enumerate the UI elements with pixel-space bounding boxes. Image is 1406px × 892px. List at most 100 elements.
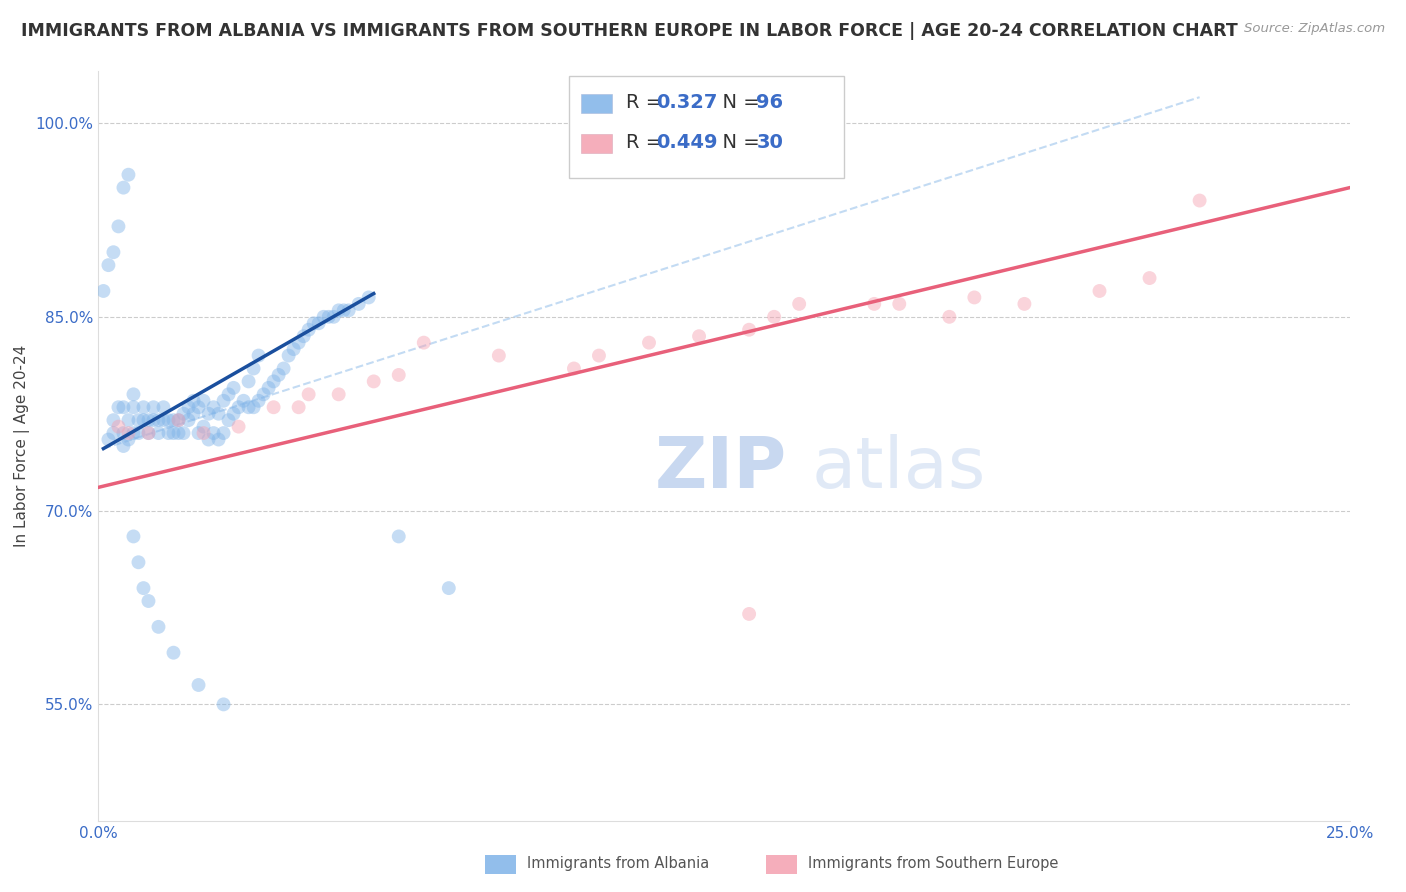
Point — [388, 368, 411, 382]
Point — [162, 413, 184, 427]
Text: N =: N = — [710, 93, 766, 112]
Point — [117, 433, 139, 447]
Point — [127, 555, 149, 569]
Text: Immigrants from Albania: Immigrants from Albania — [527, 856, 710, 871]
Point — [308, 316, 330, 330]
Point — [107, 401, 129, 415]
Point — [638, 335, 661, 350]
Text: N =: N = — [710, 133, 766, 153]
Point — [1088, 284, 1111, 298]
Point — [132, 401, 155, 415]
Point — [117, 426, 139, 441]
Point — [193, 393, 215, 408]
Point — [103, 245, 125, 260]
Point — [302, 316, 325, 330]
Point — [157, 426, 180, 441]
Point — [257, 381, 280, 395]
Text: atlas: atlas — [811, 434, 986, 503]
Point — [103, 413, 125, 427]
Point — [112, 439, 135, 453]
Point — [148, 413, 170, 427]
Point — [132, 581, 155, 595]
Point — [97, 433, 120, 447]
Point — [162, 646, 184, 660]
Point — [363, 375, 385, 389]
Point — [263, 401, 285, 415]
Point — [228, 419, 250, 434]
Point — [218, 413, 240, 427]
Point — [117, 168, 139, 182]
Point — [347, 297, 370, 311]
Point — [122, 387, 145, 401]
Point — [283, 342, 305, 356]
Point — [117, 413, 139, 427]
Point — [322, 310, 344, 324]
Point — [112, 401, 135, 415]
Point — [177, 413, 200, 427]
Point — [103, 426, 125, 441]
Point — [167, 413, 190, 427]
Point — [222, 381, 245, 395]
Point — [1014, 297, 1036, 311]
Point — [152, 401, 174, 415]
Text: ZIP: ZIP — [654, 434, 787, 503]
Point — [183, 393, 205, 408]
Point — [588, 349, 610, 363]
Point — [337, 303, 360, 318]
Point — [97, 258, 120, 272]
Point — [207, 433, 229, 447]
Point — [787, 297, 810, 311]
Point — [187, 678, 209, 692]
Point — [222, 407, 245, 421]
Point — [142, 413, 165, 427]
Point — [562, 361, 585, 376]
Point — [318, 310, 340, 324]
Point — [112, 180, 135, 194]
Point — [148, 620, 170, 634]
Point — [138, 426, 160, 441]
Point — [889, 297, 911, 311]
Point — [292, 329, 315, 343]
Point — [107, 219, 129, 234]
Point — [273, 361, 295, 376]
Point — [332, 303, 354, 318]
Point — [202, 401, 225, 415]
Point — [738, 323, 761, 337]
Point — [107, 419, 129, 434]
Text: R =: R = — [626, 133, 668, 153]
Point — [228, 401, 250, 415]
Point — [138, 413, 160, 427]
Point — [277, 349, 299, 363]
Point — [142, 401, 165, 415]
Text: IMMIGRANTS FROM ALBANIA VS IMMIGRANTS FROM SOUTHERN EUROPE IN LABOR FORCE | AGE : IMMIGRANTS FROM ALBANIA VS IMMIGRANTS FR… — [21, 22, 1237, 40]
Point — [93, 284, 115, 298]
Text: 30: 30 — [756, 133, 783, 153]
Point — [167, 426, 190, 441]
Point — [138, 426, 160, 441]
Point — [122, 401, 145, 415]
Point — [132, 413, 155, 427]
Point — [263, 375, 285, 389]
Point — [298, 387, 321, 401]
Point — [388, 529, 411, 543]
Point — [152, 413, 174, 427]
Point — [963, 290, 986, 304]
Point — [738, 607, 761, 621]
Point — [328, 303, 350, 318]
Point — [1139, 271, 1161, 285]
Point — [187, 401, 209, 415]
Point — [232, 393, 254, 408]
Point — [247, 349, 270, 363]
Point — [157, 413, 180, 427]
Point — [287, 335, 309, 350]
Point — [238, 375, 260, 389]
Point — [437, 581, 460, 595]
Point — [412, 335, 434, 350]
Y-axis label: In Labor Force | Age 20-24: In Labor Force | Age 20-24 — [14, 345, 30, 547]
Point — [247, 393, 270, 408]
Point — [328, 387, 350, 401]
Point — [357, 290, 380, 304]
Point — [863, 297, 886, 311]
Point — [238, 401, 260, 415]
Point — [218, 387, 240, 401]
